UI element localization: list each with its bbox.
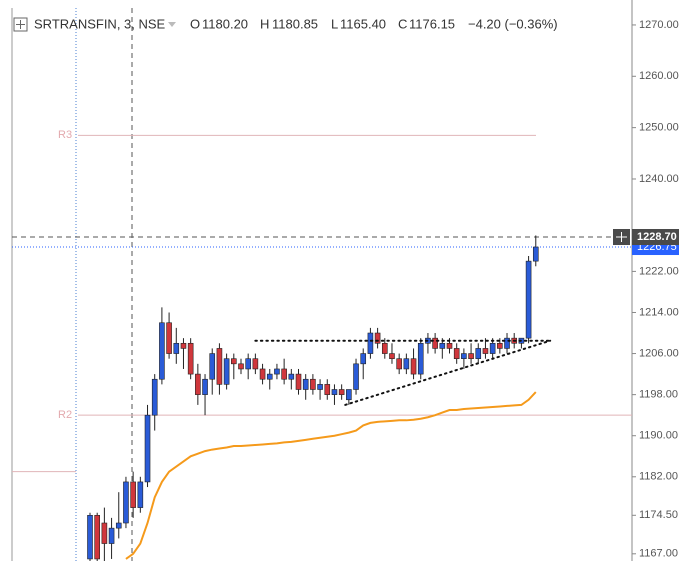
candle-body (137, 481, 144, 508)
candle-body (324, 384, 331, 395)
candle-body (288, 373, 295, 380)
candle-body (374, 332, 381, 344)
vwap-line (125, 391, 537, 560)
candle-body (274, 368, 280, 375)
y-tick-label: 1174.50 (639, 509, 678, 521)
candle-body (353, 363, 359, 390)
candle-body (432, 337, 438, 349)
candle-body (238, 363, 244, 370)
y-tick-label: 1260.00 (639, 70, 679, 82)
y-tick-label: 1182.00 (639, 471, 678, 483)
pivot-label: R3 (58, 129, 72, 141)
candle-body (468, 353, 474, 359)
candle-body (195, 373, 201, 395)
candle-body (396, 358, 402, 370)
y-tick-label: 1250.00 (639, 122, 679, 134)
ohlc-value: 1180.85 (272, 16, 318, 31)
crosshair-price-label: 1228.70 (637, 231, 677, 243)
candle-body (87, 515, 93, 560)
candle-body (310, 378, 316, 390)
candle-body (381, 342, 388, 354)
y-tick-label: 1167.00 (639, 548, 678, 560)
candle-body (403, 358, 410, 370)
candle-body (223, 358, 230, 385)
ohlc-value: 1165.40 (340, 16, 386, 31)
candle-body (252, 358, 259, 370)
y-tick-label: 1270.00 (639, 19, 679, 31)
symbol[interactable]: SRTRANSFIN, 3, NSE (34, 16, 166, 31)
candle-body (123, 481, 129, 524)
candle-body (266, 373, 273, 380)
candle-body (489, 342, 496, 354)
candle-body (367, 332, 374, 354)
y-tick-label: 1240.00 (639, 173, 679, 185)
candle-body (94, 515, 100, 560)
ohlc-key: L (331, 16, 338, 31)
add-icon[interactable] (13, 17, 28, 32)
candle-body (295, 373, 302, 390)
ohlc-key: O (190, 16, 200, 31)
candle-body (115, 522, 122, 529)
candle-body (108, 527, 115, 544)
candle-body (453, 348, 460, 359)
candle-body (389, 353, 395, 359)
ohlc-key: C (398, 16, 407, 31)
y-tick-label: 1206.00 (639, 347, 679, 359)
candle-body (338, 389, 345, 395)
candle-body (532, 246, 539, 262)
dropdown[interactable] (168, 22, 176, 27)
y-tick-label: 1190.00 (639, 430, 678, 442)
candle-body (245, 358, 251, 370)
candle-body (187, 342, 194, 375)
candle-body (302, 378, 309, 390)
candle-body (216, 348, 223, 385)
ohlc-key: H (260, 16, 269, 31)
candle-body (231, 358, 237, 365)
candle-body (360, 353, 367, 365)
candle-body (482, 348, 489, 354)
candle-body (159, 322, 165, 380)
candle-body (151, 378, 158, 416)
candle-body (166, 322, 172, 354)
candle-body (346, 389, 352, 401)
candle-body (439, 342, 446, 349)
candle-body (475, 348, 482, 359)
candle-body (461, 353, 467, 359)
candle-body (446, 342, 453, 349)
candle-body (504, 337, 510, 349)
y-tick-label: 1222.00 (639, 265, 679, 277)
crosshair-plus-icon (616, 232, 627, 243)
candle-body (281, 368, 287, 380)
change: −4.20 (−0.36%) (468, 16, 558, 31)
candle-body (144, 414, 151, 483)
y-tick-label: 1214.00 (639, 306, 679, 318)
y-tick-label: 1198.00 (639, 389, 678, 401)
candle-body (259, 368, 266, 380)
candle-body (525, 260, 532, 339)
candle-body (317, 384, 323, 390)
pivot-label: R2 (58, 409, 72, 421)
candle-body (180, 342, 187, 349)
crosshair-tag (632, 229, 679, 246)
ohlc-value: 1176.15 (409, 16, 455, 31)
candle-body (101, 522, 108, 544)
candle-body (130, 481, 136, 508)
candle-body (202, 378, 208, 395)
candle-body (497, 342, 503, 349)
candle-body (173, 342, 180, 354)
candle-body (209, 353, 216, 380)
candle-body (417, 342, 424, 375)
ohlc-value: 1180.20 (202, 16, 248, 31)
candle-body (331, 389, 338, 395)
candle-body (410, 358, 417, 375)
